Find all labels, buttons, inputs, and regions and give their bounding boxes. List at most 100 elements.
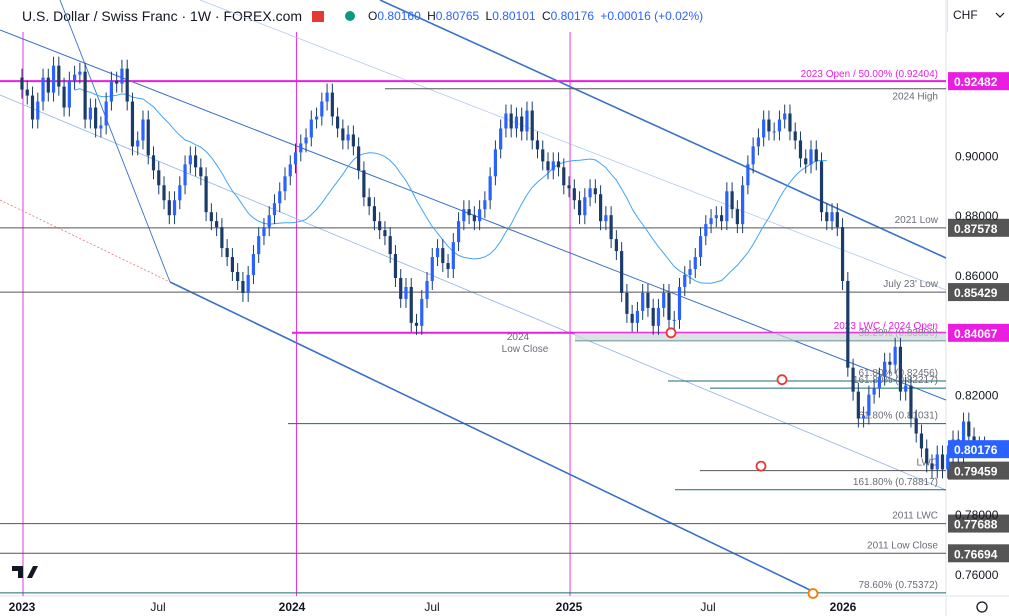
axis-price-tag xyxy=(948,461,1009,480)
candle-body xyxy=(814,149,818,162)
candle-body xyxy=(904,385,908,392)
candle-body xyxy=(635,310,640,323)
candle-body xyxy=(262,227,266,237)
candle-body xyxy=(25,89,29,96)
candle-body xyxy=(104,101,108,126)
y-tick-label: 0.90000 xyxy=(955,149,999,163)
level-label: 61.80% (0.82456) xyxy=(858,368,938,379)
candle-body xyxy=(246,275,250,293)
axis-price-tag-text: 0.92482 xyxy=(954,75,998,89)
candle-body xyxy=(288,164,292,177)
descending-channel-upper xyxy=(379,0,947,259)
candle-body xyxy=(762,119,766,138)
candle-body xyxy=(209,212,213,222)
low-label: L xyxy=(485,9,493,23)
flag-icon[interactable] xyxy=(310,9,326,23)
candle-body xyxy=(819,161,824,213)
moving-average-line xyxy=(74,88,827,284)
candle-body xyxy=(772,131,776,133)
x-tick-label: 2026 xyxy=(830,600,857,614)
candle-body xyxy=(504,113,508,129)
candle-body xyxy=(604,215,608,222)
candle-body xyxy=(693,257,697,270)
descending-channel-lower xyxy=(169,281,811,591)
candle-body xyxy=(314,116,319,120)
candle-body xyxy=(78,71,82,75)
candle-body xyxy=(793,131,797,141)
candle-body xyxy=(556,161,561,168)
candle-body xyxy=(362,170,366,198)
candle-body xyxy=(141,119,145,141)
candle-body xyxy=(535,140,540,150)
candle-body xyxy=(188,155,192,165)
candle-body xyxy=(467,209,471,216)
candle-body xyxy=(867,394,871,416)
chart-marker xyxy=(755,460,767,472)
candle-body xyxy=(178,185,182,201)
candle-body xyxy=(120,68,124,84)
currency-label: CHF xyxy=(953,8,978,22)
descending-channel-mid xyxy=(0,29,947,401)
candle-body xyxy=(656,307,661,326)
close-value: 0.80176 xyxy=(550,9,595,23)
x-tick-label: Jul xyxy=(700,600,715,614)
x-tick-label: 2023 xyxy=(9,600,36,614)
y-tick-label: 0.82000 xyxy=(955,389,999,403)
candle-body xyxy=(940,454,945,470)
candle-body xyxy=(94,107,98,129)
candle-body xyxy=(304,137,308,144)
change-value: +0.00016 (+0.02%) xyxy=(600,9,704,23)
candle-body xyxy=(625,292,629,314)
candle-body xyxy=(393,254,398,278)
candle-body xyxy=(109,80,114,102)
candle-body xyxy=(588,188,592,198)
candle-body xyxy=(230,257,234,273)
dotted-trendline xyxy=(0,199,171,283)
candle-body xyxy=(330,92,334,117)
candle-body xyxy=(709,218,713,225)
candle-body xyxy=(278,191,282,204)
candle-body xyxy=(36,101,40,120)
axis-price-tag xyxy=(948,544,1009,563)
level-label: July 23' Low xyxy=(883,279,938,290)
candle-body xyxy=(509,113,513,129)
candle-body xyxy=(672,319,676,321)
channel-connector xyxy=(59,0,171,283)
candle-body xyxy=(804,158,808,165)
open-label: O xyxy=(368,9,378,23)
candle-body xyxy=(483,200,487,210)
candle-body xyxy=(667,292,671,320)
currency-select[interactable]: CHF xyxy=(953,5,1005,25)
axis-price-tag xyxy=(948,283,1009,302)
market-status-icon xyxy=(345,11,356,21)
candle-body xyxy=(961,421,966,455)
candle-body xyxy=(30,95,35,120)
candle-body xyxy=(215,221,219,228)
candle-body xyxy=(593,188,597,195)
candle-body xyxy=(251,254,256,276)
candle-body xyxy=(967,421,971,437)
axis-price-tag-text: 0.85429 xyxy=(954,286,998,300)
candle-body xyxy=(741,185,745,225)
candle-body xyxy=(351,134,355,147)
candle-body xyxy=(862,415,866,419)
candle-body xyxy=(372,206,377,222)
settings-icon[interactable] xyxy=(976,601,988,613)
axis-price-tag-text: 0.87578 xyxy=(954,222,998,236)
symbol-title[interactable]: U.S. Dollar / Swiss Franc · 1W · FOREX.c… xyxy=(22,8,303,24)
candle-body xyxy=(241,280,245,293)
candle-body xyxy=(914,418,918,434)
candle-body xyxy=(341,128,345,141)
candle-body xyxy=(267,215,271,228)
candle-body xyxy=(451,242,455,270)
candle-body xyxy=(756,137,760,147)
candle-body xyxy=(662,292,666,308)
chart-marker xyxy=(665,327,677,339)
candle-body xyxy=(320,101,324,117)
candle-body xyxy=(530,110,534,141)
candle-body xyxy=(67,80,71,108)
candle-body xyxy=(646,292,650,308)
level-label: 161.80% (0.78817) xyxy=(853,477,938,488)
candle-body xyxy=(835,212,839,228)
